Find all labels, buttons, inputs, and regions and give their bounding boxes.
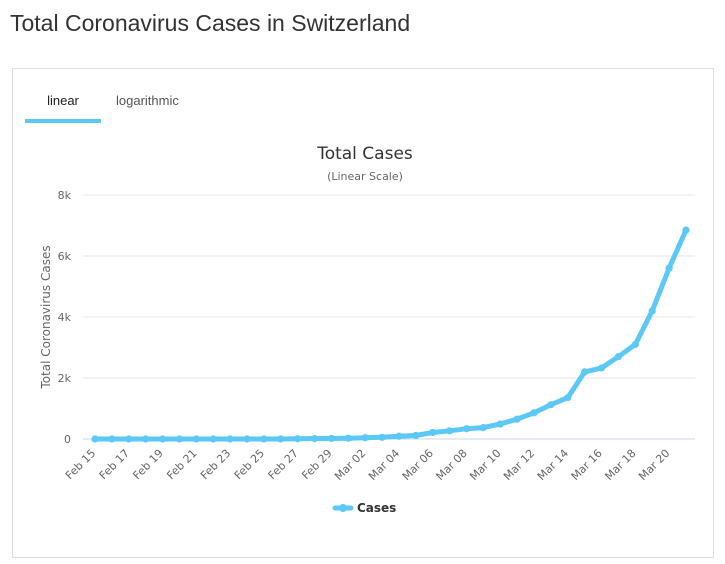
- data-point[interactable]: [125, 435, 133, 443]
- x-tick-label: Mar 18: [602, 447, 638, 483]
- legend-label-cases[interactable]: Cases: [357, 501, 396, 515]
- legend[interactable]: Cases: [332, 501, 396, 515]
- data-point[interactable]: [361, 434, 369, 442]
- data-point[interactable]: [614, 353, 623, 361]
- x-tick-label: Mar 20: [636, 447, 672, 483]
- data-point[interactable]: [260, 435, 268, 443]
- series-cases: [91, 226, 690, 443]
- x-tick-label: Mar 06: [400, 447, 436, 483]
- data-point[interactable]: [243, 435, 251, 443]
- data-point[interactable]: [395, 432, 403, 440]
- x-tick-label: Feb 21: [164, 447, 199, 482]
- x-tick-label: Mar 14: [535, 447, 571, 483]
- x-tick-label: Feb 23: [198, 447, 233, 482]
- series-line-cases: [92, 227, 689, 442]
- x-tick-label: Mar 10: [467, 447, 503, 483]
- data-point[interactable]: [530, 409, 538, 417]
- data-point[interactable]: [277, 435, 285, 443]
- data-point[interactable]: [378, 433, 386, 441]
- x-tick-label: Mar 04: [366, 447, 402, 483]
- data-point[interactable]: [479, 423, 487, 432]
- chart-title: Total Cases: [316, 144, 413, 164]
- data-point[interactable]: [462, 425, 471, 433]
- grid-lines: [83, 194, 695, 440]
- x-tick-label: Feb 27: [266, 447, 301, 482]
- data-point[interactable]: [496, 420, 504, 428]
- tab-logarithmic[interactable]: logarithmic: [116, 93, 179, 108]
- y-tick-label: 0: [64, 433, 71, 446]
- data-point[interactable]: [513, 415, 521, 423]
- x-tick-label: Mar 12: [501, 447, 537, 483]
- x-tick-label: Mar 16: [569, 447, 605, 483]
- line-chart: Total Cases (Linear Scale) Total Coronav…: [39, 144, 695, 515]
- x-tick-label: Feb 17: [97, 447, 132, 482]
- page-title: Total Coronavirus Cases in Switzerland: [10, 10, 411, 36]
- data-point[interactable]: [175, 435, 184, 443]
- data-point[interactable]: [412, 431, 420, 440]
- y-axis-ticks: 0 2k 4k 6k 8k: [58, 189, 72, 446]
- x-tick-label: Mar 02: [332, 447, 368, 483]
- x-tick-label: Feb 15: [63, 447, 98, 482]
- x-tick-label: Feb 25: [232, 447, 267, 482]
- data-point[interactable]: [142, 435, 150, 443]
- data-point[interactable]: [158, 435, 167, 443]
- y-tick-label: 6k: [58, 250, 72, 263]
- data-point[interactable]: [192, 435, 200, 443]
- data-point[interactable]: [631, 340, 639, 349]
- data-point[interactable]: [581, 368, 589, 376]
- data-point[interactable]: [209, 435, 217, 443]
- legend-symbol-marker: [339, 504, 347, 512]
- data-point[interactable]: [665, 264, 673, 272]
- data-point[interactable]: [547, 401, 555, 409]
- y-tick-label: 4k: [58, 311, 72, 324]
- chart-panel: linear logarithmic Total Cases (Linear S…: [12, 68, 714, 558]
- x-tick-label: Feb 29: [299, 447, 334, 482]
- y-axis-title: Total Coronavirus Cases: [39, 245, 53, 389]
- data-point[interactable]: [226, 435, 234, 443]
- data-point[interactable]: [91, 435, 99, 443]
- y-tick-label: 8k: [58, 189, 72, 202]
- chart-subtitle: (Linear Scale): [327, 170, 403, 183]
- data-point[interactable]: [310, 434, 319, 443]
- data-point[interactable]: [344, 434, 352, 442]
- data-point[interactable]: [294, 435, 302, 443]
- scale-tabs: linear logarithmic: [25, 89, 191, 123]
- x-tick-label: Feb 19: [130, 447, 165, 482]
- data-point[interactable]: [597, 364, 606, 372]
- x-tick-label: Mar 08: [434, 447, 470, 483]
- data-point[interactable]: [108, 435, 116, 443]
- data-point[interactable]: [682, 226, 690, 234]
- y-tick-label: 2k: [58, 372, 72, 385]
- data-point[interactable]: [446, 427, 454, 435]
- data-point[interactable]: [429, 428, 437, 437]
- data-point[interactable]: [564, 393, 572, 402]
- data-point[interactable]: [327, 434, 335, 443]
- tab-linear[interactable]: linear: [25, 89, 101, 123]
- data-point[interactable]: [648, 307, 656, 315]
